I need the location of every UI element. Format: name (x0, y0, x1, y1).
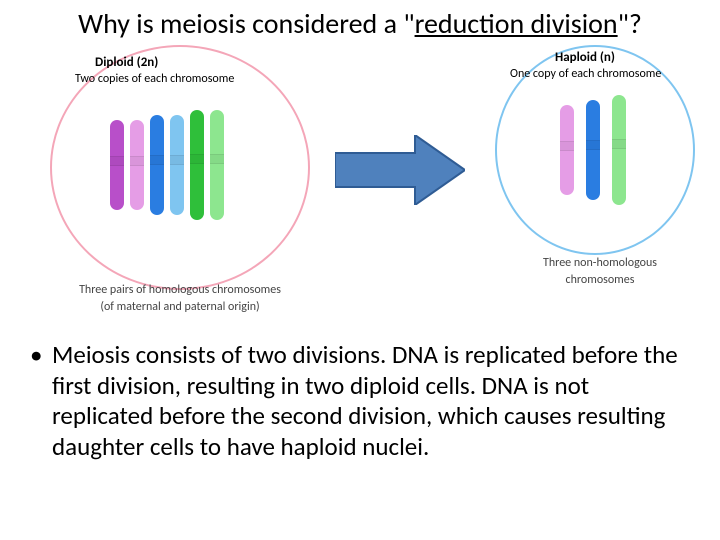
chromosome-icon (130, 120, 144, 210)
diagram-area: Diploid (2n) Two copies of each chromoso… (0, 40, 720, 330)
haploid-caption-line2: chromosomes (566, 273, 635, 287)
title-suffix: "? (618, 6, 642, 41)
chromosome-icon (110, 120, 124, 210)
haploid-caption-line1: Three non-homologous (543, 256, 657, 270)
haploid-caption: Three non-homologous chromosomes (505, 255, 695, 289)
chromosome-icon (170, 115, 184, 215)
diploid-subheader: Two copies of each chromosome (75, 72, 234, 86)
title-underlined: reduction division (415, 6, 618, 41)
chromosome-icon (586, 100, 600, 200)
diploid-caption-line1: Three pairs of homologous chromosomes (79, 283, 281, 297)
diploid-caption: Three pairs of homologous chromosomes (o… (60, 282, 300, 316)
haploid-subheader: One copy of each chromosome (510, 67, 661, 81)
diploid-caption-line2: (of maternal and paternal origin) (100, 300, 259, 314)
bullet-item: Meiosis consists of two divisions. DNA i… (30, 340, 690, 462)
title-prefix: Why is meiosis considered a " (78, 6, 414, 41)
bullet-block: Meiosis consists of two divisions. DNA i… (0, 330, 720, 462)
haploid-header: Haploid (n) (555, 50, 615, 65)
slide-title: Why is meiosis considered a "reduction d… (0, 0, 720, 40)
chromosome-icon (190, 110, 204, 220)
chromosome-icon (210, 110, 224, 220)
diploid-chromosomes (110, 110, 224, 220)
arrow-icon (335, 135, 465, 205)
chromosome-icon (612, 95, 626, 205)
chromosome-icon (560, 105, 574, 195)
diploid-header: Diploid (2n) (95, 55, 158, 70)
haploid-chromosomes (560, 95, 626, 205)
chromosome-icon (150, 115, 164, 215)
